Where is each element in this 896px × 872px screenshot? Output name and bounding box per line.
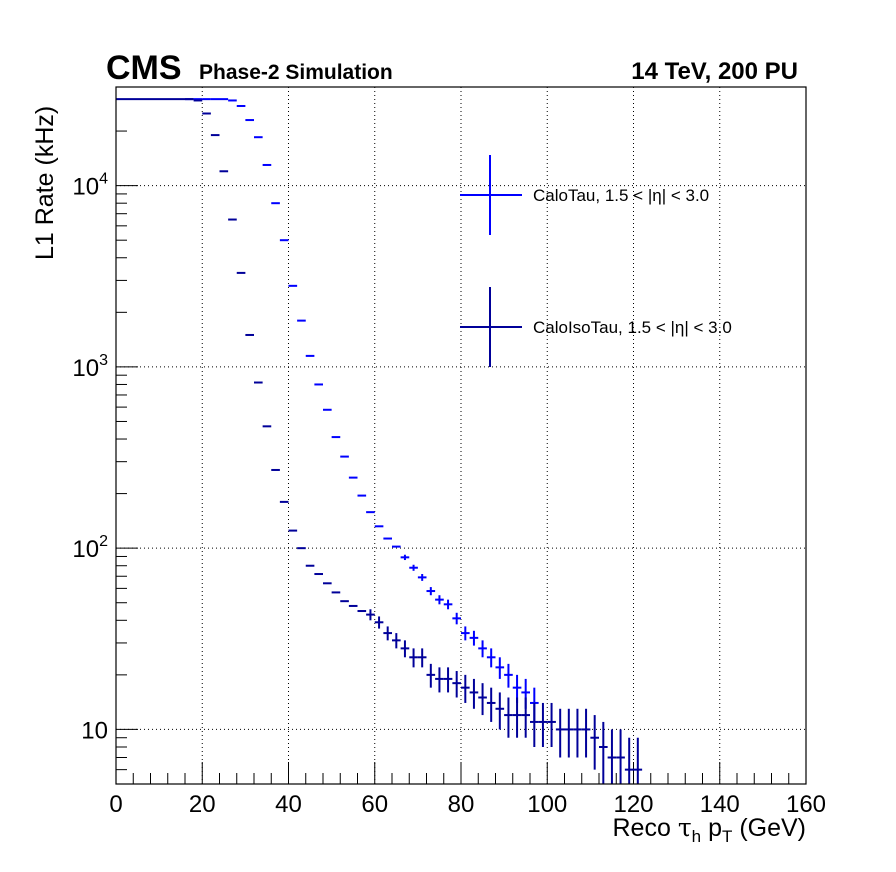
y-tick-labels: 10 102 103 104 bbox=[72, 171, 108, 745]
x-tick-label: 100 bbox=[527, 791, 567, 818]
legend-item: CaloIsoTau, 1.5 < |η| < 3.0 bbox=[460, 287, 732, 367]
phase2-simulation-label: Phase-2 Simulation bbox=[199, 61, 393, 84]
x-tick-label: 120 bbox=[613, 791, 653, 818]
cms-label: CMS bbox=[106, 49, 182, 87]
x-tick-label: 20 bbox=[189, 791, 216, 818]
x-axis-title: Reco τh pT (GeV) bbox=[613, 813, 807, 846]
x-tick-label: 140 bbox=[700, 791, 740, 818]
legend-label: CaloIsoTau, 1.5 < |η| < 3.0 bbox=[533, 318, 732, 337]
x-tick-label: 160 bbox=[786, 791, 826, 818]
energy-pileup-label: 14 TeV, 200 PU bbox=[631, 58, 798, 85]
y-tick-label: 10 bbox=[81, 717, 108, 744]
x-tick-label: 0 bbox=[109, 791, 122, 818]
series-layer bbox=[116, 98, 643, 784]
y-tick-label: 103 bbox=[72, 352, 108, 382]
x-tick-label: 40 bbox=[275, 791, 302, 818]
x-tick-labels: 0 20 40 60 80 100 120 140 160 bbox=[109, 791, 826, 818]
series-caloisotau bbox=[185, 98, 643, 784]
y-axis-title: L1 Rate (kHz) bbox=[31, 106, 59, 260]
grid bbox=[116, 87, 806, 784]
series-calotau bbox=[185, 98, 539, 722]
x-tick-label: 80 bbox=[448, 791, 475, 818]
legend-item: CaloTau, 1.5 < |η| < 3.0 bbox=[460, 155, 709, 235]
legend-label: CaloTau, 1.5 < |η| < 3.0 bbox=[533, 186, 709, 205]
y-tick-label: 104 bbox=[72, 171, 108, 201]
plot-frame bbox=[115, 86, 807, 785]
y-tick-label: 102 bbox=[72, 533, 108, 563]
x-tick-label: 60 bbox=[361, 791, 388, 818]
legend: CaloTau, 1.5 < |η| < 3.0 CaloIsoTau, 1.5 … bbox=[460, 155, 732, 367]
